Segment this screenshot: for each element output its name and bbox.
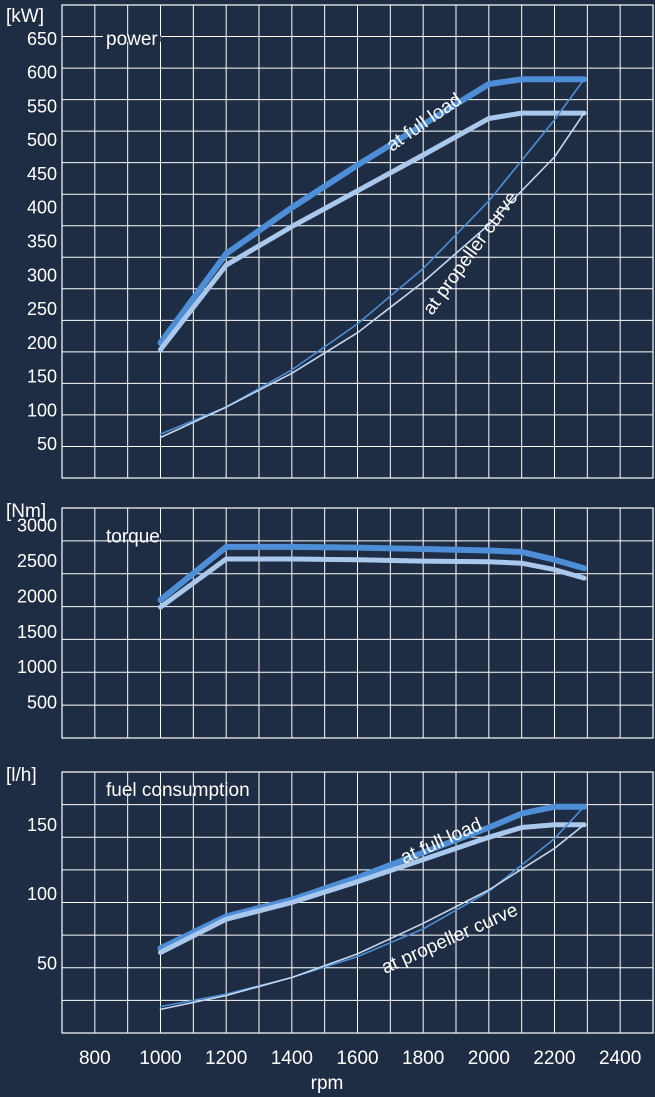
power-y-tick-label: 200 bbox=[27, 333, 57, 353]
power-title-knockout bbox=[103, 35, 161, 42]
x-tick-label-1000: 1000 bbox=[139, 1048, 181, 1069]
x-tick-label-2400: 2400 bbox=[599, 1048, 641, 1069]
fuel-series-2-line bbox=[159, 805, 585, 1008]
torque-y-tick-label: 3000 bbox=[17, 516, 57, 536]
torque-y-tick-label: 2500 bbox=[17, 551, 57, 571]
power-unit-label: [kW] bbox=[6, 6, 44, 27]
power-panel-title: power bbox=[106, 29, 158, 50]
torque-series-0-line bbox=[157, 543, 588, 603]
fuel-series-0-line bbox=[157, 803, 588, 952]
power-y-tick-label: 150 bbox=[27, 367, 57, 387]
x-axis-label: rpm bbox=[311, 1073, 344, 1094]
power-y-tick-label: 650 bbox=[27, 29, 57, 49]
power-y-tick-label: 600 bbox=[27, 63, 57, 83]
fuel-y-tick-label: 50 bbox=[37, 954, 57, 974]
torque-y-tick-label: 2000 bbox=[17, 586, 57, 606]
series-layer bbox=[157, 76, 588, 1011]
power-y-tick-label: 350 bbox=[27, 232, 57, 252]
torque-y-tick-label: 500 bbox=[27, 693, 57, 713]
x-tick-label-800: 800 bbox=[79, 1048, 111, 1069]
torque-y-tick-label: 1500 bbox=[17, 622, 57, 642]
fuel-unit-label: [l/h] bbox=[6, 765, 37, 786]
x-tick-label-1600: 1600 bbox=[336, 1048, 378, 1069]
power-y-tick-label: 50 bbox=[37, 434, 57, 454]
fuel-series-3-line bbox=[159, 824, 585, 1011]
grid-layer bbox=[61, 4, 654, 1034]
torque-unit-label: [Nm] bbox=[6, 501, 46, 522]
power-y-tick-label: 100 bbox=[27, 400, 57, 420]
power-series-0-line bbox=[157, 76, 588, 346]
power-series-3-line bbox=[159, 112, 585, 439]
x-tick-label-1800: 1800 bbox=[402, 1048, 444, 1069]
power-y-tick-label: 250 bbox=[27, 299, 57, 319]
torque-title-knockout bbox=[103, 533, 163, 540]
x-tick-label-2000: 2000 bbox=[468, 1048, 510, 1069]
power-y-tick-label: 500 bbox=[27, 130, 57, 150]
torque-panel-title: torque bbox=[106, 526, 160, 547]
power-propeller-annotation: at propeller curve bbox=[419, 188, 522, 319]
fuel-panel-title: fuel consumption bbox=[106, 780, 250, 801]
fuel-title-knockout bbox=[103, 787, 253, 794]
torque-y-tick-label: 1000 bbox=[17, 657, 57, 677]
power-series-1-line bbox=[158, 110, 587, 353]
fuel-y-tick-label: 150 bbox=[27, 815, 57, 835]
x-tick-label-1400: 1400 bbox=[271, 1048, 313, 1069]
power-y-tick-label: 300 bbox=[27, 265, 57, 285]
power-y-tick-label: 400 bbox=[27, 198, 57, 218]
power-y-tick-label: 450 bbox=[27, 164, 57, 184]
torque-series-1-line bbox=[158, 556, 587, 610]
fuel-series-1-line bbox=[158, 822, 587, 955]
x-tick-label-1200: 1200 bbox=[205, 1048, 247, 1069]
power-y-tick-label: 550 bbox=[27, 96, 57, 116]
x-tick-label-2200: 2200 bbox=[533, 1048, 575, 1069]
fuel-y-tick-label: 100 bbox=[27, 884, 57, 904]
